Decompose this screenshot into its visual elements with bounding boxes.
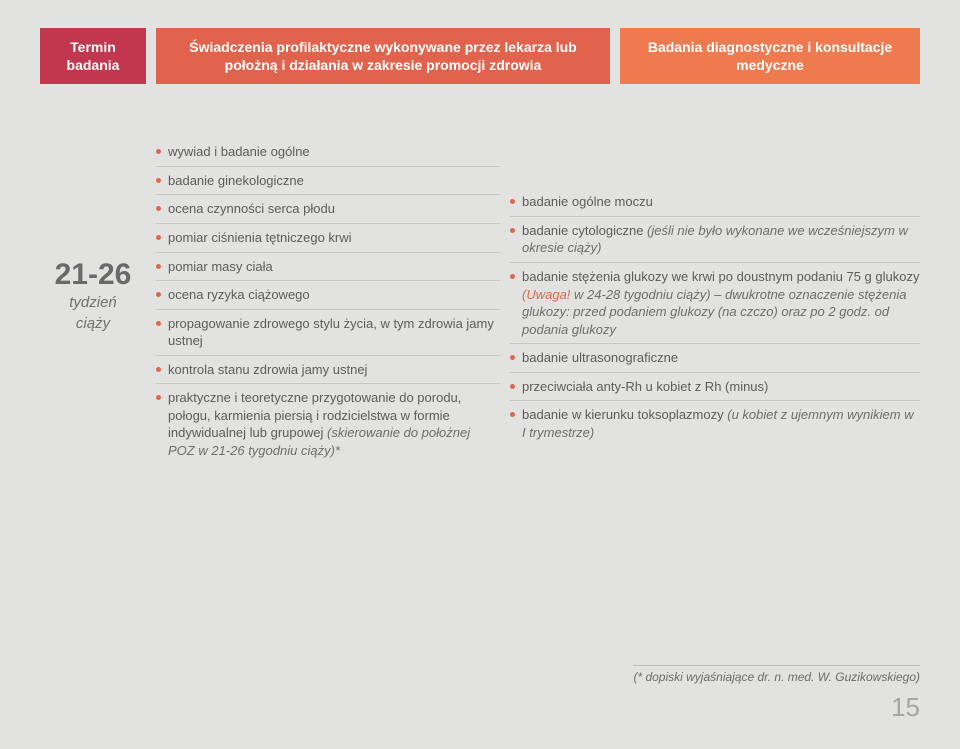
header-col-badania: Badania diagnostyczne i konsultacje medy… [620, 28, 920, 84]
footnote: (* dopiski wyjaśniające dr. n. med. W. G… [633, 665, 920, 684]
list-item: pomiar masy ciała [156, 253, 500, 282]
header-col-termin: Termin badania [40, 28, 146, 84]
list-item: badanie stężenia glukozy we krwi po dous… [510, 263, 920, 344]
right-list: badanie ogólne moczu badanie cytologiczn… [510, 188, 920, 446]
list-item: badanie ultrasonograficzne [510, 344, 920, 373]
list-item: propagowanie zdrowego stylu życia, w tym… [156, 310, 500, 356]
left-column: wywiad i badanie ogólne badanie ginekolo… [156, 138, 500, 464]
week-sub1: tydzień [40, 294, 146, 313]
right-column: badanie ogólne moczu badanie cytologiczn… [510, 138, 920, 464]
table-header: Termin badania Świadczenia profilaktyczn… [0, 0, 960, 84]
list-item: przeciwciała anty-Rh u kobiet z Rh (minu… [510, 373, 920, 402]
list-item: badanie ogólne moczu [510, 188, 920, 217]
week-sub2: ciąży [40, 315, 146, 334]
footer: (* dopiski wyjaśniające dr. n. med. W. G… [633, 665, 920, 723]
list-item: pomiar ciśnienia tętniczego krwi [156, 224, 500, 253]
list-item: badanie cytologiczne (jeśli nie było wyk… [510, 217, 920, 263]
list-item: praktyczne i teoretyczne przygotowanie d… [156, 384, 500, 464]
list-item: ocena czynności serca płodu [156, 195, 500, 224]
list-item: badanie w kierunku toksoplazmozy (u kobi… [510, 401, 920, 446]
list-item: wywiad i badanie ogólne [156, 138, 500, 167]
list-item: badanie ginekologiczne [156, 167, 500, 196]
week-range: 21-26 [40, 258, 146, 292]
left-list: wywiad i badanie ogólne badanie ginekolo… [156, 138, 500, 464]
list-item: ocena ryzyka ciążowego [156, 281, 500, 310]
list-item: kontrola stanu zdrowia jamy ustnej [156, 356, 500, 385]
page-number: 15 [633, 692, 920, 723]
week-label: 21-26 tydzień ciąży [40, 138, 146, 464]
header-col-swiadczenia: Świadczenia profilaktyczne wykonywane pr… [156, 28, 610, 84]
table-body: 21-26 tydzień ciąży wywiad i badanie ogó… [0, 84, 960, 464]
